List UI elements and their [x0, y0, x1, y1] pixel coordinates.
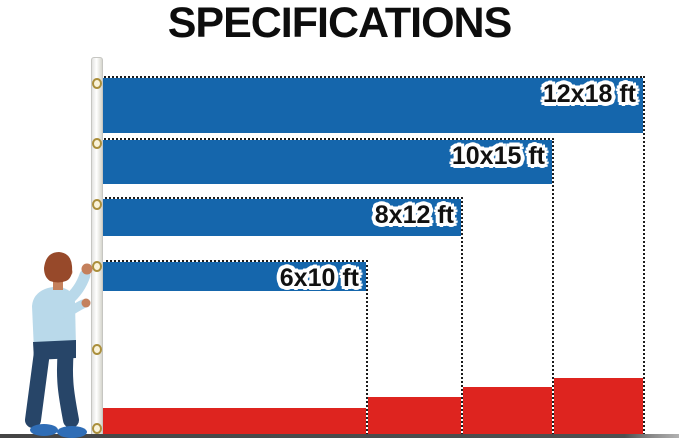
grommet-icon	[92, 199, 102, 210]
flag-size-label: 10x15 ft	[451, 142, 545, 170]
flag-red-band	[101, 408, 366, 435]
grommet-icon	[92, 423, 102, 434]
person-left-hand	[81, 298, 91, 308]
flag-rect-6x10-ft: 6x10 ft	[101, 260, 368, 435]
person-shoe-front	[57, 426, 87, 438]
person-leg-back	[25, 344, 50, 428]
person-neck	[53, 278, 63, 290]
person-raised-hand	[81, 263, 93, 275]
grommet-icon	[92, 138, 102, 149]
person-hair	[44, 252, 73, 283]
flag-blue-band	[101, 140, 552, 184]
grommet-icon	[92, 261, 102, 272]
person-shoe-back	[30, 424, 58, 436]
person-figure	[25, 252, 93, 438]
flag-blue-band	[101, 199, 461, 236]
flag-blue-band	[101, 78, 643, 133]
ground-line	[0, 434, 679, 438]
flag-blue-band	[101, 262, 366, 291]
flag-size-label: 6x10 ft	[279, 264, 359, 292]
flag-size-label: 12x18 ft	[542, 80, 636, 108]
person-shirt	[32, 286, 76, 351]
person-leg-front	[56, 342, 79, 428]
flag-size-label: 8x12 ft	[374, 201, 454, 229]
page-title: SPECIFICATIONS	[167, 0, 513, 47]
grommet-icon	[92, 344, 102, 355]
grommet-icon	[92, 78, 102, 89]
